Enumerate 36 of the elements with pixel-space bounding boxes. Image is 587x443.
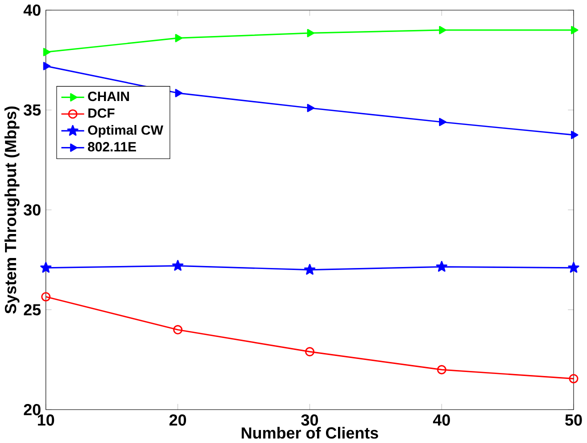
point bbox=[570, 130, 578, 140]
legend-label: DCF bbox=[88, 108, 114, 118]
x-tick-label: 10 bbox=[38, 414, 54, 426]
x-tick-label: 40 bbox=[433, 414, 450, 426]
point bbox=[304, 264, 316, 275]
y-tick-label: 25 bbox=[24, 304, 41, 316]
point bbox=[568, 262, 580, 273]
point bbox=[568, 374, 578, 384]
y-tick-label: 40 bbox=[24, 4, 40, 16]
point bbox=[173, 325, 182, 334]
y-tick-label: 20 bbox=[24, 404, 40, 416]
point bbox=[307, 28, 314, 38]
point bbox=[439, 26, 446, 34]
legend-label: CHAIN bbox=[88, 92, 129, 102]
y-tick-label: 35 bbox=[24, 104, 41, 116]
point bbox=[175, 88, 182, 98]
point bbox=[175, 34, 182, 42]
x-tick-label: 30 bbox=[301, 414, 318, 426]
point bbox=[43, 48, 51, 56]
legend-label: 802.11E bbox=[88, 142, 136, 152]
point bbox=[437, 364, 446, 374]
point bbox=[307, 104, 314, 112]
x-tick-label: 20 bbox=[169, 414, 186, 426]
point bbox=[43, 62, 51, 70]
point bbox=[172, 260, 184, 271]
x-tick-label: 50 bbox=[565, 414, 582, 426]
x-axis-title: Number of Clients bbox=[242, 426, 378, 439]
point bbox=[41, 292, 51, 302]
point bbox=[439, 118, 446, 126]
point bbox=[40, 262, 52, 273]
point bbox=[436, 260, 448, 272]
legend-label: Optimal CW bbox=[88, 124, 164, 138]
y-tick-label: 30 bbox=[24, 204, 40, 216]
y-axis-title: System Throughput (Mbps) bbox=[4, 106, 20, 314]
point bbox=[305, 346, 314, 356]
point bbox=[570, 26, 578, 34]
